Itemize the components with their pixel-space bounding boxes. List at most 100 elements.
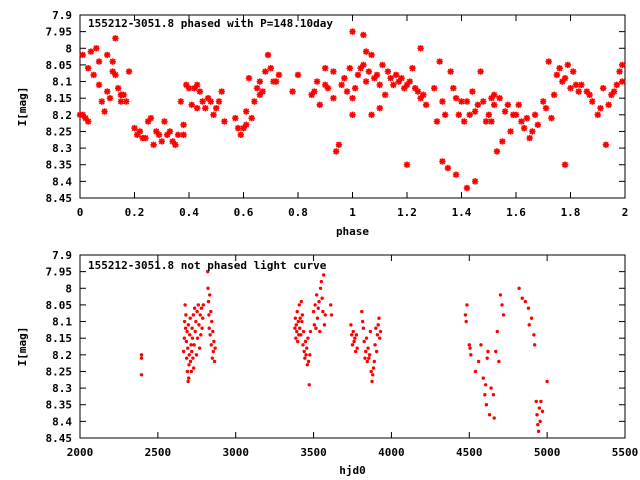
data-point [237, 131, 244, 138]
data-point [357, 65, 364, 72]
data-point [184, 339, 189, 344]
data-point [182, 336, 187, 340]
x-tick-label: 5000 [534, 446, 561, 459]
data-point [117, 98, 125, 105]
data-point [184, 356, 189, 360]
y-tick-label: 8.35 [46, 159, 73, 172]
data-point [493, 148, 501, 155]
data-point [488, 94, 495, 102]
data-point [79, 111, 86, 119]
data-point [561, 75, 569, 82]
data-point [392, 71, 400, 79]
data-point [188, 333, 192, 337]
data-point [398, 75, 405, 82]
data-point [190, 349, 194, 354]
data-point [515, 101, 522, 109]
data-point [329, 313, 334, 317]
data-point [504, 101, 512, 109]
data-point [208, 333, 212, 337]
data-point [343, 88, 351, 95]
data-point [315, 316, 320, 320]
data-point [431, 85, 438, 92]
data-point [169, 138, 176, 145]
data-point [384, 68, 392, 75]
data-point [362, 78, 370, 85]
data-point [486, 349, 490, 354]
y-tick-label: 8 [65, 282, 72, 295]
data-point [200, 326, 204, 330]
data-point [194, 319, 198, 324]
data-point [473, 369, 478, 374]
data-point [104, 51, 111, 59]
data-point [535, 413, 539, 417]
data-point [195, 336, 200, 340]
data-point [294, 336, 298, 340]
y-tick-label: 7.9 [52, 9, 72, 22]
data-point [210, 319, 214, 324]
data-point [303, 339, 308, 344]
data-point [164, 131, 171, 138]
x-tick-label: 0.4 [179, 206, 199, 219]
data-point [373, 343, 377, 347]
data-point [166, 128, 174, 135]
data-point [501, 313, 506, 317]
data-point [600, 85, 607, 92]
x-tick-label: 1 [349, 206, 356, 219]
data-point [199, 98, 206, 105]
data-point [253, 85, 261, 92]
data-point [526, 306, 531, 310]
data-point [314, 326, 318, 330]
data-point [321, 309, 325, 314]
y-tick-label: 7.95 [46, 266, 73, 279]
data-point [382, 91, 389, 99]
data-point [193, 329, 197, 334]
y-tick-label: 8.1 [52, 76, 72, 89]
data-point [191, 313, 196, 317]
data-point [322, 81, 329, 89]
data-point [403, 161, 411, 168]
data-point [367, 356, 371, 360]
data-point [352, 85, 359, 92]
data-point [297, 303, 301, 307]
data-point [374, 349, 379, 354]
data-point [368, 51, 375, 59]
data-point [338, 81, 345, 89]
data-point [90, 71, 97, 79]
data-point [311, 309, 316, 314]
data-point [181, 349, 186, 354]
data-point [534, 399, 538, 404]
data-point [209, 343, 213, 347]
data-point [536, 422, 540, 427]
y-tick-label: 8.15 [46, 332, 73, 345]
data-point [210, 356, 215, 360]
data-point [526, 134, 533, 142]
data-point [545, 58, 552, 65]
data-point [498, 293, 503, 297]
data-point [185, 329, 189, 334]
data-point [182, 319, 187, 324]
data-point [109, 68, 116, 75]
data-point [206, 286, 210, 290]
data-point [300, 319, 304, 324]
data-point [355, 346, 359, 350]
data-point [234, 124, 242, 132]
data-point [376, 323, 380, 327]
data-point [450, 85, 457, 92]
y-tick-label: 8.45 [46, 192, 73, 205]
data-point [362, 48, 370, 55]
data-point [403, 81, 411, 89]
data-point [174, 131, 182, 138]
data-point [353, 336, 357, 340]
data-point [153, 128, 160, 135]
data-point [183, 326, 188, 330]
data-point [301, 329, 306, 334]
data-point [471, 178, 479, 185]
data-point [532, 333, 536, 337]
data-point [322, 65, 329, 72]
data-point [98, 98, 105, 105]
data-point [501, 108, 509, 115]
data-point [536, 429, 541, 434]
data-point [314, 293, 319, 297]
data-point [610, 88, 618, 95]
